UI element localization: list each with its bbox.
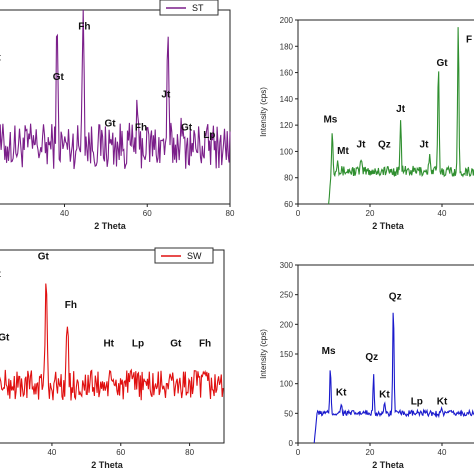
peak-label: Gt [104, 118, 116, 129]
legend: SW [154, 247, 214, 264]
peak-label: Fh [135, 122, 147, 133]
x-axis-title: 2 Theta [91, 460, 124, 470]
y-tick-label: 50 [284, 409, 293, 418]
y-axis-title: Intensity (cps) [259, 329, 268, 379]
peak-label: Ms [323, 115, 337, 126]
peak-label: Gt [0, 269, 1, 280]
series-line [0, 9, 231, 170]
y-tick-label: 100 [280, 147, 294, 156]
y-tick-label: 80 [284, 174, 293, 183]
legend-box [154, 247, 214, 264]
peak-label: Jt [420, 139, 430, 150]
peak-label: Gt [0, 333, 10, 344]
peak-label: Ms [322, 346, 336, 357]
chart-panel-3: 204060802 ThetaGtGtItGtFhHtLpGtFhSW [0, 247, 225, 470]
y-tick-label: 180 [280, 42, 294, 51]
peak-label: Jt [0, 52, 1, 63]
y-tick-label: 300 [280, 261, 294, 270]
peak-label: Fh [199, 339, 211, 350]
y-tick-label: 0 [289, 439, 294, 448]
peak-label: Lp [203, 130, 215, 141]
peak-label: Gt [53, 72, 65, 83]
x-tick-label: 40 [438, 209, 447, 218]
y-tick-label: 200 [280, 320, 294, 329]
plot-frame [0, 249, 225, 444]
series-line [328, 27, 474, 205]
x-tick-label: 20 [366, 209, 375, 218]
y-tick-label: 60 [284, 200, 293, 209]
peak-label: Fh [65, 300, 77, 311]
peak-label: Lp [132, 339, 144, 350]
x-tick-label: 80 [226, 209, 235, 218]
y-tick-label: 140 [280, 95, 294, 104]
series-line [0, 283, 224, 401]
x-axis-title: 2 Theta [372, 460, 405, 470]
peak-label: Gt [38, 252, 50, 263]
chart-panel-1: 40 60 80 2 Theta Jt Gt Fh Gt Fh Jt Gt Lp ST [0, 0, 235, 231]
peak-label: Qz [378, 139, 391, 150]
peak-label: Qz [389, 291, 402, 302]
plot-frame [297, 19, 474, 205]
y-tick-label: 120 [280, 121, 294, 130]
y-tick-label: 100 [280, 380, 294, 389]
peak-label: Kt [379, 389, 390, 400]
peak-label: Mt [337, 146, 349, 157]
chart-panel-2: 0 20 40 60 80 100 120 140 160 180 200 2 Theta Intens… [259, 16, 474, 231]
x-tick-label: 0 [296, 209, 301, 218]
y-axis-title: Intensity (cps) [259, 87, 268, 137]
chart-panel-4: 0 20 40 0 50 100 150 200 250 300 2 Theta Intensity … [259, 261, 474, 470]
peak-label: Jt [161, 89, 171, 100]
legend-label: ST [192, 3, 204, 13]
x-tick-label: 40 [60, 209, 69, 218]
y-tick-label: 250 [280, 291, 294, 300]
legend: ST [159, 0, 219, 16]
x-tick-label: 60 [143, 209, 152, 218]
peak-label: Kt [336, 388, 347, 399]
legend-box [159, 0, 219, 16]
x-tick-label: 80 [185, 448, 194, 457]
peak-label: Fh [78, 21, 90, 32]
x-axis-title: 2 Theta [372, 221, 405, 231]
series-line [313, 312, 474, 444]
x-tick-label: 60 [116, 448, 125, 457]
peak-label: F [466, 34, 472, 45]
peak-label: Lp [411, 396, 423, 407]
legend-label: SW [187, 251, 202, 261]
x-tick-label: 20 [366, 448, 375, 457]
peak-label: Qz [365, 352, 378, 363]
peak-label: Jt [357, 139, 367, 150]
y-tick-label: 160 [280, 69, 294, 78]
peak-label: Jt [396, 104, 406, 115]
peak-label: Gt [170, 339, 182, 350]
peak-label: Gt [436, 58, 448, 69]
x-axis-title: 2 Theta [94, 221, 127, 231]
x-tick-label: 40 [47, 448, 56, 457]
x-tick-label: 0 [296, 448, 301, 457]
x-tick-label: 40 [438, 448, 447, 457]
y-tick-label: 150 [280, 350, 294, 359]
peak-label: Kt [437, 396, 448, 407]
peak-label: Gt [181, 122, 193, 133]
peak-label: Ht [103, 339, 114, 350]
plot-frame [0, 9, 231, 205]
y-tick-label: 200 [280, 16, 294, 25]
